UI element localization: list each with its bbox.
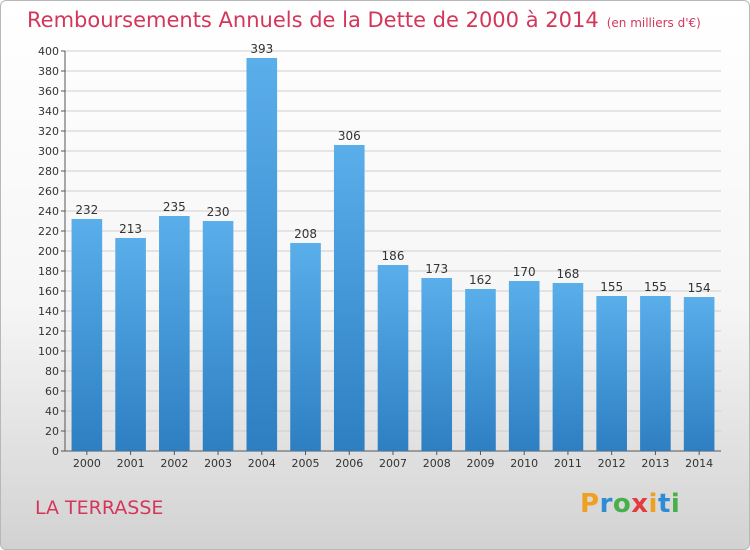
x-tick-label: 2014 [685,457,713,470]
bar [683,297,715,451]
bar [115,238,146,451]
bar [640,296,671,451]
x-tick-label: 2011 [554,457,582,470]
x-tick-label: 2001 [117,457,145,470]
y-tick-label: 80 [45,365,59,378]
bar-value-label: 186 [382,249,405,263]
logo-letter: o [612,489,632,519]
logo-letter: P [580,489,600,519]
bars: 232 213 235 230 393 208 306 186 173 162 170 168 155 1… [71,42,715,451]
bar-value-label: 170 [513,265,536,279]
bar [71,219,103,451]
bar [202,221,234,451]
bar [465,289,496,451]
y-tick-label: 400 [38,45,59,58]
y-tick-label: 260 [38,185,59,198]
bar-value-label: 230 [207,205,230,219]
logo-letter: i [670,489,681,519]
logo-letter: t [657,489,671,519]
chart-title: Remboursements Annuels de la Dette de 20… [27,8,701,32]
x-tick-label: 2012 [598,457,626,470]
logo-letter: x [631,489,649,519]
x-tick-label: 2005 [292,457,320,470]
y-tick-label: 360 [38,85,59,98]
bar-value-label: 306 [338,129,361,143]
y-tick-label: 180 [38,265,59,278]
axes: 0 20 40 60 80 100 120 140 160 180 200 220 240 260 280 3… [38,45,721,470]
place-name: LA TERRASSE [35,497,164,519]
bar-value-label: 208 [294,227,317,241]
y-tick-label: 20 [45,425,59,438]
bar [290,243,321,451]
y-tick-label: 0 [52,445,59,458]
x-tick-label: 2013 [641,457,669,470]
bar-value-label: 173 [425,262,448,276]
bar-value-label: 155 [600,280,623,294]
bar [333,145,365,451]
bar [596,296,627,451]
bar-value-label: 154 [688,281,711,295]
x-tick-label: 2002 [160,457,188,470]
bar-value-label: 213 [119,222,142,236]
y-tick-label: 300 [38,145,59,158]
bar [552,283,584,451]
x-tick-label: 2003 [204,457,232,470]
y-tick-label: 160 [38,285,59,298]
y-tick-label: 220 [38,225,59,238]
bar [508,281,540,451]
x-tick-label: 2007 [379,457,407,470]
logo-letter: i [648,489,658,519]
bar-value-label: 232 [75,203,98,217]
bar [377,265,409,451]
y-tick-label: 140 [38,305,59,318]
bar [159,216,190,451]
x-tick-label: 2008 [423,457,451,470]
bar-value-label: 155 [644,280,667,294]
x-tick-label: 2010 [510,457,538,470]
y-tick-label: 60 [45,385,59,398]
y-tick-label: 320 [38,125,59,138]
x-tick-label: 2000 [73,457,101,470]
unit-label: (en milliers d'€) [606,16,701,30]
bar-value-label: 393 [250,42,273,56]
bar [421,278,453,451]
x-tick-label: 2006 [335,457,363,470]
y-tick-label: 120 [38,325,59,338]
y-tick-label: 200 [38,245,59,258]
x-tick-label: 2009 [466,457,494,470]
bar-value-label: 162 [469,273,492,287]
y-tick-label: 340 [38,105,59,118]
bar-value-label: 235 [163,200,186,214]
y-tick-label: 280 [38,165,59,178]
y-tick-label: 380 [38,65,59,78]
title-text: Remboursements Annuels de la Dette de 20… [27,8,599,32]
y-tick-label: 100 [38,345,59,358]
bar-value-label: 168 [556,267,579,281]
proxiti-logo: Proxiti [580,489,680,519]
logo-letter: r [599,489,613,519]
bar [246,58,278,451]
y-tick-label: 240 [38,205,59,218]
y-tick-label: 40 [45,405,59,418]
x-tick-label: 2004 [248,457,276,470]
